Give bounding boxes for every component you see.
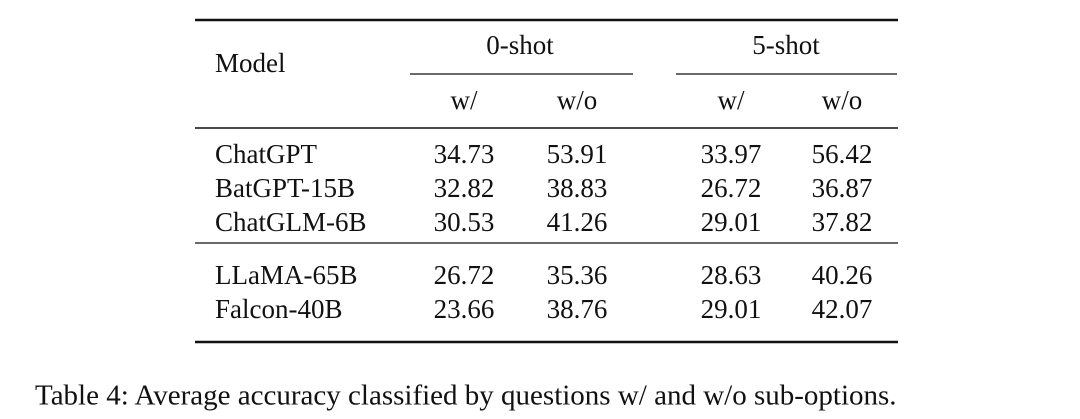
header-model: Model — [215, 48, 286, 78]
cell-value: 42.07 — [812, 294, 873, 324]
subheader: w/ — [718, 85, 745, 115]
caption: Table 4: Average accuracy classified by … — [35, 380, 897, 412]
cell-value: 38.76 — [547, 294, 608, 324]
cell-value: 38.83 — [547, 173, 608, 203]
cell-value: 30.53 — [434, 207, 495, 237]
cell-value: 36.87 — [812, 173, 873, 203]
cell-value: 29.01 — [701, 207, 762, 237]
cell-value: 26.72 — [701, 173, 762, 203]
subheader: w/ — [451, 85, 478, 115]
model-name: ChatGLM-6B — [215, 207, 367, 237]
cell-value: 34.73 — [434, 139, 495, 169]
model-name: ChatGPT — [215, 139, 318, 169]
subheader: w/o — [822, 85, 863, 115]
cell-value: 33.97 — [701, 139, 762, 169]
subheader: w/o — [557, 85, 598, 115]
cell-value: 53.91 — [547, 139, 608, 169]
header-group: 0-shot — [486, 30, 554, 60]
cell-value: 35.36 — [547, 260, 608, 290]
cell-value: 41.26 — [547, 207, 608, 237]
cell-value: 23.66 — [434, 294, 495, 324]
model-name: Falcon-40B — [215, 294, 343, 324]
model-name: LLaMA-65B — [215, 260, 357, 290]
cell-value: 40.26 — [812, 260, 873, 290]
cell-value: 56.42 — [812, 139, 873, 169]
cell-value: 28.63 — [701, 260, 762, 290]
model-name: BatGPT-15B — [215, 173, 355, 203]
cell-value: 32.82 — [434, 173, 495, 203]
header-group: 5-shot — [752, 30, 820, 60]
cell-value: 26.72 — [434, 260, 495, 290]
cell-value: 37.82 — [812, 207, 873, 237]
cell-value: 29.01 — [701, 294, 762, 324]
